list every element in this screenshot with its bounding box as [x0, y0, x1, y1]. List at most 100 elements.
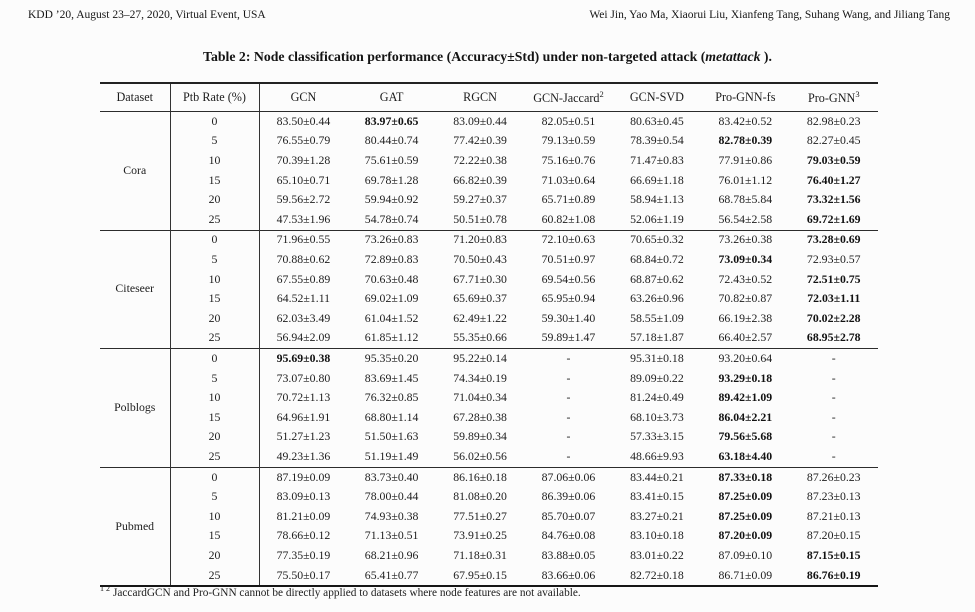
value-cell: 67.28±0.38 [453, 409, 507, 424]
ptb-rate-cell: 20 [170, 427, 260, 448]
value-cell: 66.82±0.39 [453, 172, 507, 187]
value-cell: 57.33±3.15 [630, 429, 684, 444]
value-cell: 87.20±0.15 [806, 528, 861, 543]
conference-info: KDD ’20, August 23–27, 2020, Virtual Eve… [28, 9, 266, 21]
value-cell: 71.03±0.64 [541, 172, 596, 187]
value-cell: 52.06±1.19 [630, 211, 684, 226]
value-cell: 51.19±1.49 [364, 448, 419, 463]
header-row: Dataset Ptb Rate (%) GCN GAT RGCN GCN-Jaccard… [100, 83, 878, 112]
value-cell: 83.66±0.06 [541, 567, 596, 582]
table-row: 25 49.23±1.36 51.19±1.49 56.02±0.56 - 48.66±9… [100, 447, 878, 468]
value-cell: 73.09±0.34 [718, 252, 773, 267]
table-caption: Table 2: Node classification performance… [0, 49, 975, 65]
value-cell: 82.72±0.18 [630, 567, 684, 582]
value-cell: 87.20±0.09 [718, 528, 773, 543]
value-cell: - [831, 429, 836, 444]
value-cell: 66.40±2.57 [718, 330, 773, 345]
value-cell: 95.22±0.14 [453, 351, 507, 366]
table-row: 15 64.96±1.91 68.80±1.14 67.28±0.38 - 68.10±3… [100, 407, 878, 428]
value-cell: 87.26±0.23 [806, 469, 861, 484]
value-cell: 70.65±0.32 [630, 232, 684, 247]
ptb-rate-cell: 5 [170, 487, 260, 507]
value-cell: 79.03±0.59 [806, 153, 861, 168]
running-header: KDD ’20, August 23–27, 2020, Virtual Eve… [28, 9, 950, 21]
value-cell: - [831, 409, 836, 424]
caption-emphasis: metattack [705, 49, 761, 64]
value-cell: 72.10±0.63 [541, 232, 596, 247]
table-row: 10 70.39±1.28 75.61±0.59 72.22±0.38 75.16±0.… [100, 151, 878, 171]
section-cora: Cora 0 83.50±0.44 83.97±0.65 83.09±0.44 82.05… [100, 111, 878, 231]
section-citeseer: Citeseer 0 71.96±0.55 73.26±0.83 71.20±0.83 7… [100, 230, 878, 349]
value-cell: 87.23±0.13 [806, 489, 861, 504]
value-cell: 95.31±0.18 [630, 351, 684, 366]
value-cell: 77.35±0.19 [276, 547, 331, 562]
ptb-rate-cell: 15 [170, 407, 260, 428]
value-cell: 83.41±0.15 [630, 489, 684, 504]
value-cell: 76.40±1.27 [806, 172, 861, 187]
ptb-rate-cell: 15 [170, 289, 260, 309]
value-cell: 68.80±1.14 [364, 409, 419, 424]
value-cell: - [566, 370, 571, 385]
value-cell: 83.10±0.18 [630, 528, 684, 543]
value-cell: 74.93±0.38 [364, 508, 419, 523]
ptb-rate-cell: 25 [170, 565, 260, 587]
value-cell: 69.78±1.28 [364, 172, 419, 187]
value-cell: 67.71±0.30 [453, 271, 507, 286]
value-cell: 64.52±1.11 [276, 291, 331, 306]
table-row: 5 73.07±0.80 83.69±1.45 74.34±0.19 - 89.09±0.… [100, 368, 878, 389]
value-cell: 86.04±2.21 [718, 409, 773, 424]
value-cell: 95.69±0.38 [276, 351, 331, 366]
value-cell: 70.51±0.97 [541, 252, 596, 267]
value-cell: - [566, 429, 571, 444]
section-pubmed: Pubmed 0 87.19±0.09 83.73±0.40 86.16±0.18 87.… [100, 467, 878, 587]
value-cell: 82.05±0.51 [541, 113, 596, 128]
value-cell: 51.50±1.63 [364, 429, 419, 444]
value-cell: 56.02±0.56 [453, 448, 507, 463]
value-cell: 59.89±0.34 [453, 429, 507, 444]
value-cell: 80.44±0.74 [364, 133, 419, 148]
table-footnote: 1 2 JaccardGCN and Pro-GNN cannot be dire… [100, 584, 581, 599]
value-cell: 48.66±9.93 [630, 448, 684, 463]
table-row: Cora 0 83.50±0.44 83.97±0.65 83.09±0.44 82.05… [100, 111, 878, 231]
value-cell: 83.88±0.05 [541, 547, 596, 562]
value-cell: - [831, 448, 836, 463]
value-cell: 83.01±0.22 [630, 547, 684, 562]
table-row: 20 62.03±3.49 61.04±1.52 62.49±1.22 59.30±1.… [100, 308, 878, 329]
table-row: 15 64.52±1.11 69.02±1.09 65.69±0.37 65.95±0.… [100, 289, 878, 309]
ptb-rate-cell: 20 [170, 308, 260, 329]
table-row: Pubmed 0 87.19±0.09 83.73±0.40 86.16±0.18 87.… [100, 467, 878, 587]
value-cell: 87.15±0.15 [806, 547, 861, 562]
value-cell: 83.27±0.21 [630, 508, 684, 523]
footnote-marker: 1 2 [100, 584, 110, 593]
value-cell: 73.07±0.80 [276, 370, 331, 385]
value-cell: 86.39±0.06 [541, 489, 596, 504]
value-cell: 83.44±0.21 [630, 469, 684, 484]
value-cell: 83.50±0.44 [276, 113, 331, 128]
value-cell: 65.10±0.71 [276, 172, 331, 187]
ptb-rate-cell: 25 [170, 328, 260, 349]
table-row: 15 65.10±0.71 69.78±1.28 66.82±0.39 71.03±0.… [100, 170, 878, 191]
table-header-row: Dataset Ptb Rate (%) GCN GAT RGCN GCN-Jaccard… [100, 83, 878, 112]
table-row: 20 59.56±2.72 59.94±0.92 59.27±0.37 65.71±0.… [100, 190, 878, 210]
value-cell: 82.98±0.23 [806, 113, 861, 128]
value-cell: 83.09±0.13 [276, 489, 331, 504]
table-row: 20 51.27±1.23 51.50±1.63 59.89±0.34 - 57.33±3… [100, 427, 878, 448]
value-cell: 73.26±0.38 [718, 232, 773, 247]
value-cell: 75.61±0.59 [364, 153, 419, 168]
value-cell: 70.63±0.48 [364, 271, 419, 286]
value-cell: 76.32±0.85 [364, 390, 419, 405]
value-cell: 71.18±0.31 [453, 547, 507, 562]
value-cell: 86.71±0.09 [718, 567, 773, 582]
section-polblogs: Polblogs 0 95.69±0.38 95.35±0.20 95.22±0.14 -… [100, 348, 878, 468]
value-cell: 77.51±0.27 [453, 508, 507, 523]
ptb-rate-cell: 15 [170, 170, 260, 191]
value-cell: 79.56±5.68 [718, 429, 773, 444]
value-cell: 60.82±1.08 [541, 211, 596, 226]
value-cell: 79.13±0.59 [541, 133, 596, 148]
value-cell: - [566, 390, 571, 405]
value-cell: 47.53±1.96 [276, 211, 331, 226]
value-cell: 59.27±0.37 [453, 192, 507, 207]
value-cell: 70.50±0.43 [453, 252, 507, 267]
table-wrapper: Dataset Ptb Rate (%) GCN GAT RGCN GCN-Jaccard… [100, 82, 878, 588]
table-row: 25 56.94±2.09 61.85±1.12 55.35±0.66 59.89±1.… [100, 328, 878, 349]
